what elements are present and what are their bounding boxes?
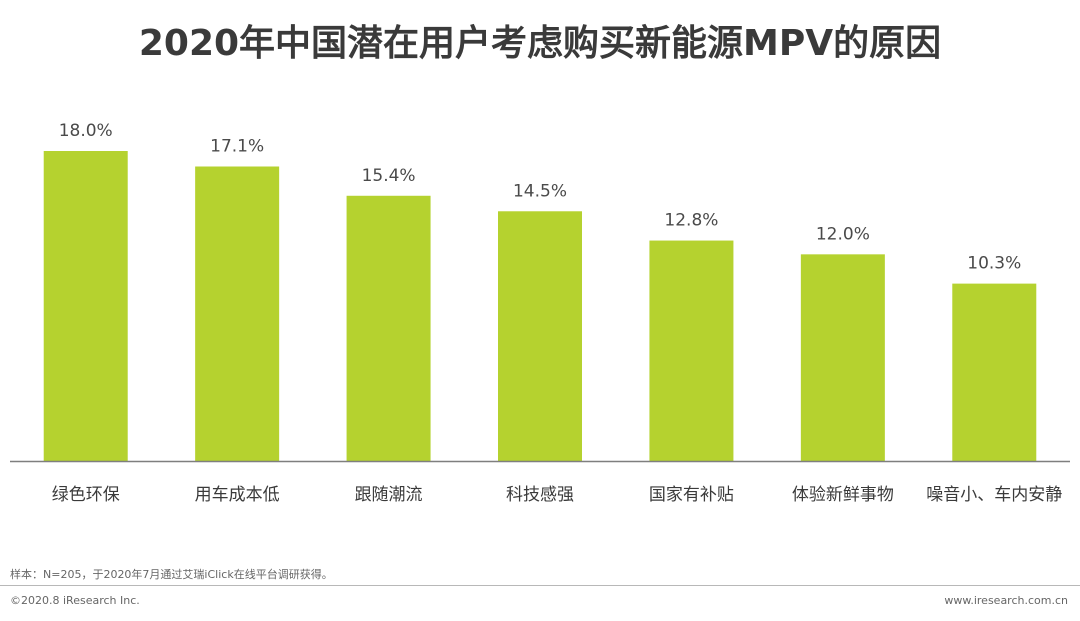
bar-3 — [346, 195, 431, 461]
category-label: 用车成本低 — [195, 485, 280, 505]
bar-value-label: 18.0% — [59, 121, 113, 141]
bar-value-label: 15.4% — [362, 166, 416, 186]
category-label: 噪音小、车内安静 — [926, 485, 1062, 505]
sample-note: 样本：N=205，于2020年7月通过艾瑞iClick在线平台调研获得。 — [10, 568, 333, 581]
category-label: 国家有补贴 — [649, 485, 734, 505]
bar-2 — [195, 166, 280, 461]
chart-title: 2020年中国潜在用户考虑购买新能源MPV的原因 — [138, 23, 942, 64]
bar-1 — [43, 151, 128, 461]
bar-5 — [649, 240, 734, 461]
bar-value-label: 10.3% — [967, 254, 1021, 274]
bar-value-label: 17.1% — [210, 137, 264, 157]
category-label: 体验新鲜事物 — [792, 485, 894, 505]
website-link[interactable]: www.iresearch.com.cn — [944, 594, 1068, 607]
copyright-text: ©2020.8 iResearch Inc. — [10, 594, 140, 607]
bar-7 — [952, 283, 1037, 461]
bar-6 — [800, 254, 885, 461]
bar-value-label: 12.0% — [816, 224, 870, 244]
bar-value-label: 14.5% — [513, 181, 567, 201]
bar-chart: 18.0% 绿色环保 17.1% 用车成本低 15.4% 跟随潮流 14.5% 科技感强 12.… — [10, 121, 1070, 505]
category-label: 跟随潮流 — [355, 485, 423, 505]
bar-4 — [498, 211, 582, 461]
bar-value-label: 12.8% — [664, 211, 718, 231]
footer-divider — [0, 585, 1080, 586]
category-label: 科技感强 — [506, 485, 574, 505]
category-label: 绿色环保 — [52, 485, 120, 505]
